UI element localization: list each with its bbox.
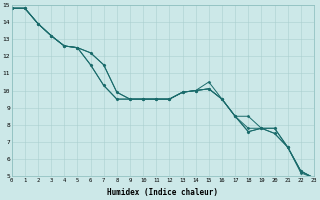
X-axis label: Humidex (Indice chaleur): Humidex (Indice chaleur) — [107, 188, 218, 197]
